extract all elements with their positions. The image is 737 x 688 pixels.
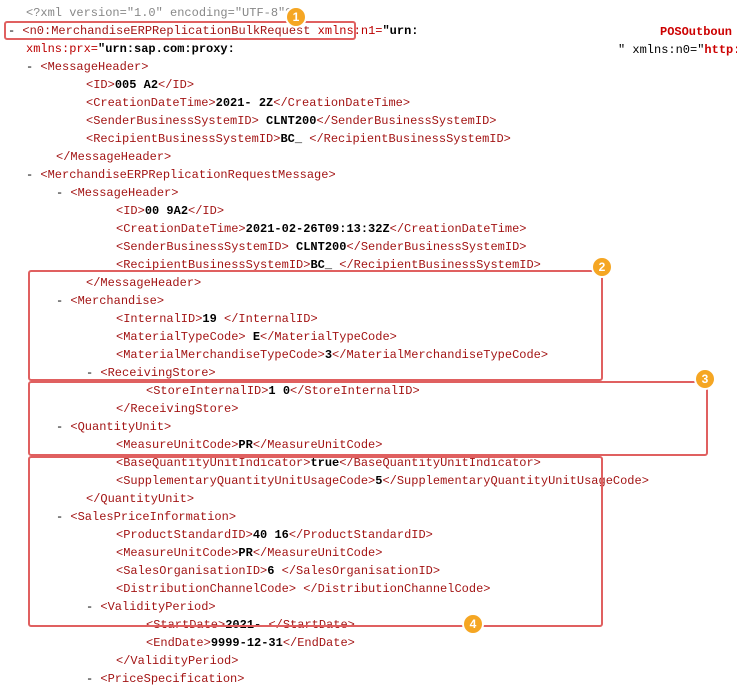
xml-line: </QuantityUnit> — [8, 490, 729, 508]
xml-line: - <MessageHeader> — [8, 58, 729, 76]
xml-line: <DistributionChannelCode> </Distribution… — [8, 580, 729, 598]
xml-line: - <QuantityUnit> — [8, 418, 729, 436]
xml-line: <StartDate>2021- </StartDate> — [8, 616, 729, 634]
xml-line: <EndDate>9999-12-31</EndDate> — [8, 634, 729, 652]
xml-line: <MaterialMerchandiseTypeCode>3</Material… — [8, 346, 729, 364]
xml-line: <SupplementaryQuantityUnitUsageCode>5</S… — [8, 472, 729, 490]
xml-line: - <PriceSpecification> — [8, 670, 729, 688]
xml-line: <MeasureUnitCode>PR</MeasureUnitCode> — [8, 544, 729, 562]
xml-line: <?xml version="1.0" encoding="UTF-8"?> — [8, 4, 729, 22]
xml-line: - <SalesPriceInformation> — [8, 508, 729, 526]
xml-line: - <ValidityPeriod> — [8, 598, 729, 616]
xml-line: <ID>00 9A2</ID> — [8, 202, 729, 220]
xml-line: <SenderBusinessSystemID> CLNT200</Sender… — [8, 112, 729, 130]
overflow-text: POSOutboun — [660, 23, 732, 41]
xml-line: </ReceivingStore> — [8, 400, 729, 418]
xml-line: <ProductStandardID>40 16</ProductStandar… — [8, 526, 729, 544]
xml-line: - <MerchandiseERPReplicationRequestMessa… — [8, 166, 729, 184]
xml-line: </MessageHeader> — [8, 274, 729, 292]
xml-line: <RecipientBusinessSystemID>BC_ </Recipie… — [8, 130, 729, 148]
xml-line: <MeasureUnitCode>PR</MeasureUnitCode> — [8, 436, 729, 454]
xml-line: <StoreInternalID>1 0</StoreInternalID> — [8, 382, 729, 400]
xml-line: - <n0:MerchandiseERPReplicationBulkReque… — [8, 22, 729, 40]
overflow-text: " xmlns:n0="http:// — [618, 41, 737, 59]
xml-line: </ValidityPeriod> — [8, 652, 729, 670]
xml-line: - <ReceivingStore> — [8, 364, 729, 382]
xml-line: - <Merchandise> — [8, 292, 729, 310]
xml-line: <SenderBusinessSystemID> CLNT200</Sender… — [8, 238, 729, 256]
xml-line: <ID>005 A2</ID> — [8, 76, 729, 94]
xml-line: - <MessageHeader> — [8, 184, 729, 202]
xml-line: <InternalID>19 </InternalID> — [8, 310, 729, 328]
xml-line: <CreationDateTime>2021-02-26T09:13:32Z</… — [8, 220, 729, 238]
xml-line: <CreationDateTime>2021- 2Z</CreationDate… — [8, 94, 729, 112]
xml-line: <BaseQuantityUnitIndicator>true</BaseQua… — [8, 454, 729, 472]
xml-line: </MessageHeader> — [8, 148, 729, 166]
xml-line: <MaterialTypeCode> E</MaterialTypeCode> — [8, 328, 729, 346]
xml-line: <SalesOrganisationID>6 </SalesOrganisati… — [8, 562, 729, 580]
xml-line: <RecipientBusinessSystemID>BC_ </Recipie… — [8, 256, 729, 274]
